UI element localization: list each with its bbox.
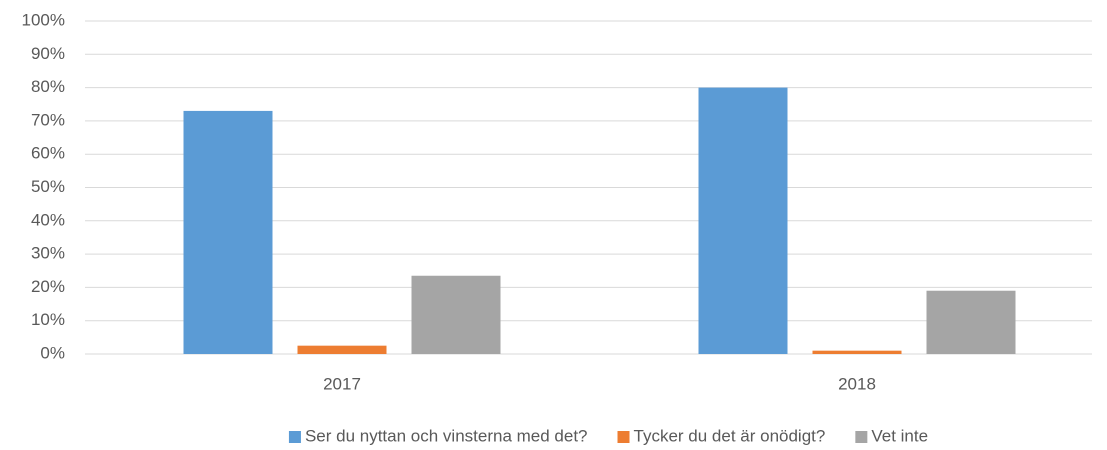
bar [297,345,387,354]
legend-label: Tycker du det är onödigt? [634,426,826,445]
bar [812,350,902,354]
y-tick-label: 70% [31,110,65,129]
y-tick-label: 40% [31,210,65,229]
bar [183,110,273,354]
bar [926,290,1016,354]
legend-swatch [288,431,301,443]
bar [411,275,501,354]
y-tick-label: 100% [22,10,65,29]
x-tick-label: 2017 [323,374,361,393]
y-tick-label: 30% [31,244,65,263]
y-tick-label: 80% [31,77,65,96]
bar [698,87,788,354]
legend-label: Ser du nyttan och vinsterna med det? [305,426,588,445]
y-tick-label: 60% [31,144,65,163]
x-tick-label: 2018 [838,374,876,393]
legend-label: Vet inte [871,426,928,445]
y-tick-label: 0% [40,343,65,362]
y-tick-label: 90% [31,44,65,63]
legend-swatch [855,431,868,443]
legend-swatch [617,431,630,443]
y-tick-label: 20% [31,277,65,296]
y-tick-label: 10% [31,310,65,329]
y-tick-label: 50% [31,177,65,196]
